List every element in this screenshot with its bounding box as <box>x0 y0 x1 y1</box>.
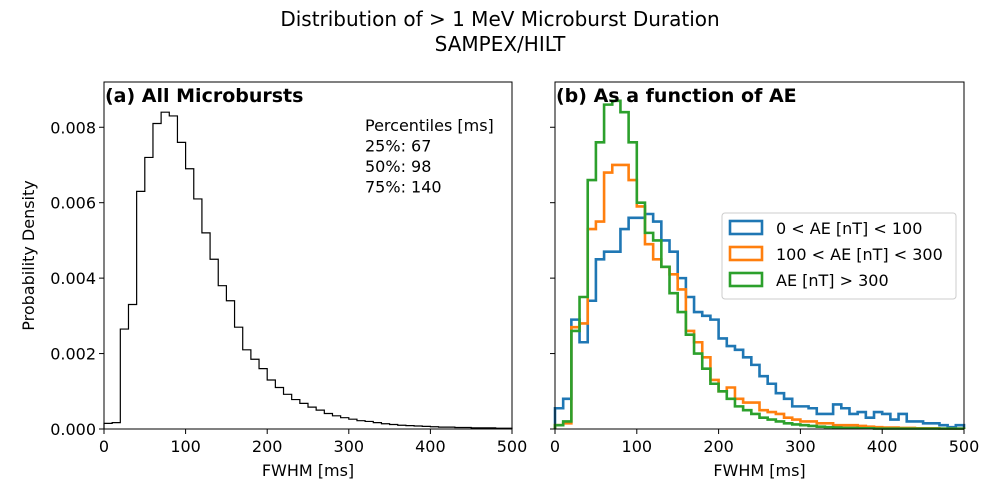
legend-label: 100 < AE [nT] < 300 <box>776 245 943 264</box>
panel-b: 0 100 200 300 400 500 FWHM [ms] (b) As a functi… <box>550 81 980 480</box>
panel-title: (a) All Microbursts <box>105 85 303 107</box>
x-tick-label: 400 <box>867 437 898 456</box>
x-tick-label: 300 <box>785 437 816 456</box>
y-axis-label: Probability Density <box>19 180 38 331</box>
legend-swatch <box>728 245 764 262</box>
x-tick-label: 400 <box>415 437 446 456</box>
legend-swatch <box>728 271 764 288</box>
x-tick-label: 500 <box>949 437 980 456</box>
x-axis-label: FWHM [ms] <box>713 461 805 480</box>
x-tick-label: 200 <box>252 437 283 456</box>
annotation-line: 25%: 67 <box>365 137 431 156</box>
annotation-line: Percentiles [ms] <box>365 116 494 135</box>
legend-swatch <box>728 219 764 236</box>
panel-a: 0 100 200 300 400 500 0.000 0.002 0.004 0.006 0.00… <box>19 81 528 480</box>
histogram-series-3 <box>553 99 966 430</box>
legend: 0 < AE [nT] < 100 100 < AE [nT] < 300 AE [… <box>721 212 957 300</box>
x-tick-label: 0 <box>550 437 560 456</box>
annotation-line: 75%: 140 <box>365 178 442 197</box>
axes-frame <box>554 81 965 430</box>
legend-label: AE [nT] > 300 <box>776 271 889 290</box>
y-tick-label: 0.004 <box>50 269 96 288</box>
x-tick-label: 500 <box>497 437 528 456</box>
figure-title-line-1: Distribution of > 1 MeV Microburst Durat… <box>280 7 720 31</box>
axes-frame <box>103 81 513 430</box>
x-tick-label: 200 <box>703 437 734 456</box>
x-tick-label: 100 <box>170 437 201 456</box>
figure-title-line-2: SAMPEX/HILT <box>434 32 566 56</box>
y-tick-label: 0.000 <box>50 420 96 439</box>
x-tick-label: 300 <box>334 437 365 456</box>
panel-title: (b) As a function of AE <box>556 85 797 107</box>
legend-frame <box>721 212 957 300</box>
x-tick-label: 0 <box>99 437 109 456</box>
annotation-line: 50%: 98 <box>365 157 431 176</box>
x-axis-label: FWHM [ms] <box>262 461 354 480</box>
y-tick-label: 0.008 <box>50 118 96 137</box>
histogram-series-1 <box>103 111 513 429</box>
y-tick-label: 0.006 <box>50 194 96 213</box>
histogram-series-1 <box>553 212 966 429</box>
y-tick-label: 0.002 <box>50 345 96 364</box>
x-tick-label: 100 <box>622 437 653 456</box>
legend-label: 0 < AE [nT] < 100 <box>776 219 922 238</box>
histogram-series-2 <box>553 163 966 430</box>
